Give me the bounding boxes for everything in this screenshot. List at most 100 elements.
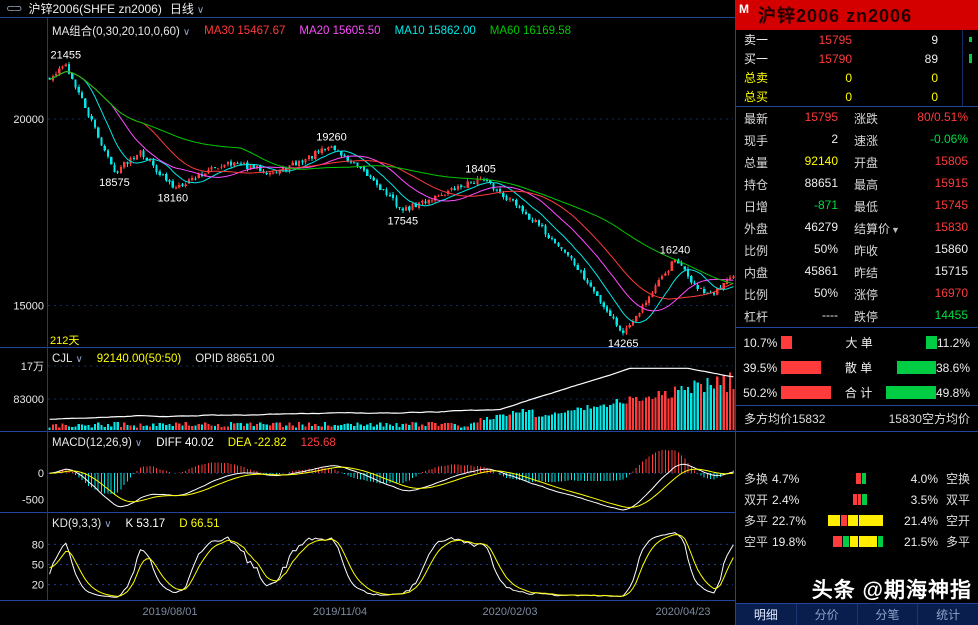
tab-2[interactable]: 分价 bbox=[797, 604, 858, 625]
svg-text:20: 20 bbox=[32, 580, 44, 592]
quote-contract-title: 沪锌2006 zn2006 bbox=[758, 6, 913, 26]
kd-value: K 53.17 bbox=[125, 518, 166, 530]
trade-stat-row: 10.7% 大 单 11.2% bbox=[736, 330, 978, 355]
window-icon[interactable]: ⊂⊃ bbox=[6, 3, 23, 15]
quote-value: 15830 bbox=[934, 219, 968, 234]
svg-text:18160: 18160 bbox=[158, 193, 189, 205]
kline-panel: 20000 15000 21455 18575 18160 19260 17545 18405… bbox=[0, 18, 735, 348]
ob-qty: 0 bbox=[931, 70, 938, 85]
quote-label: 外盘 bbox=[744, 221, 769, 236]
short-pct: 49.8% bbox=[935, 385, 971, 400]
cjl-indicator-row: CJL ∨ 92140.00(50:50) OPID 88651.00 bbox=[52, 353, 274, 365]
quote-value: 16970 bbox=[934, 285, 968, 300]
kline-chart[interactable]: 20000 15000 21455 18575 18160 19260 17545 18405… bbox=[0, 18, 735, 348]
quote-label: 持仓 bbox=[744, 177, 769, 192]
cjl-value: OPID 88651.00 bbox=[195, 353, 275, 365]
volume-chart[interactable]: 17万 83000 bbox=[0, 348, 735, 432]
cjl-indicator-selector[interactable]: CJL ∨ bbox=[52, 353, 83, 365]
svg-text:80: 80 bbox=[32, 539, 44, 551]
ma-settings-selector[interactable]: MA组合(0,30,20,10,0,60) ∨ bbox=[52, 26, 191, 38]
ma-value: MA20 15605.50 bbox=[299, 25, 381, 37]
pos-right-bar bbox=[858, 515, 901, 526]
ob-qty: 9 bbox=[931, 32, 938, 47]
macd-indicator-selector[interactable]: MACD(12,26,9) ∨ bbox=[52, 437, 143, 449]
short-avg-price: 15830空方均价 bbox=[888, 412, 970, 426]
kd-panel: 80 50 20 KD(9,3,3) ∨ K 53.17 D 66.51 bbox=[0, 513, 735, 601]
kd-indicator-selector[interactable]: KD(9,3,3) ∨ bbox=[52, 518, 112, 530]
pos-right-label: 多平 bbox=[945, 535, 970, 549]
pos-right-label: 双平 bbox=[945, 493, 970, 507]
long-pct: 39.5% bbox=[743, 360, 778, 375]
chevron-down-icon: ∨ bbox=[104, 519, 112, 530]
pos-right-bar bbox=[858, 536, 901, 547]
time-axis: 2019/08/01 2019/11/04 2020/02/03 2020/04/23 bbox=[0, 601, 735, 625]
ob-label: 卖一 bbox=[744, 33, 769, 47]
quote-value: 50% bbox=[813, 241, 838, 256]
pos-left-label: 双开 bbox=[744, 493, 769, 507]
quote-value: ---- bbox=[822, 307, 838, 322]
tab-3[interactable]: 分笔 bbox=[858, 604, 919, 625]
macd-value: 125.68 bbox=[300, 437, 336, 449]
quote-label: 比例 bbox=[744, 287, 769, 302]
trade-size-stats: 10.7% 大 单 11.2% 39.5% 散 单 38.6% 50.2% 合 计 49.8% bbox=[736, 328, 978, 406]
quote-row: 比例 50% 涨停 16970 bbox=[736, 283, 978, 305]
kd-chart[interactable]: 80 50 20 bbox=[0, 513, 735, 601]
order-book-row[interactable]: 买一 15790 89 bbox=[736, 49, 978, 68]
svg-text:83000: 83000 bbox=[13, 394, 44, 406]
quote-value: -871 bbox=[813, 197, 838, 212]
macd-value: DIFF 40.02 bbox=[156, 437, 214, 449]
quote-label: 最低 bbox=[854, 199, 879, 214]
tab-1[interactable]: 明细 bbox=[736, 604, 797, 625]
svg-text:19260: 19260 bbox=[316, 132, 347, 144]
tab-4[interactable]: 统计 bbox=[936, 608, 961, 622]
long-pct: 50.2% bbox=[743, 385, 778, 400]
chevron-down-icon[interactable]: ▼ bbox=[891, 224, 900, 235]
svg-text:14265: 14265 bbox=[608, 338, 639, 348]
kd-indicator-row: KD(9,3,3) ∨ K 53.17 D 66.51 bbox=[52, 518, 219, 530]
ma-values: MA30 15467.67 MA20 15605.50 MA10 15862.00 M… bbox=[204, 25, 571, 37]
macd-chart[interactable]: 0 -500 bbox=[0, 432, 735, 513]
pos-right-value: 4.0% bbox=[910, 471, 938, 486]
quote-row: 外盘 46279 结算价▼ 15830 bbox=[736, 217, 978, 239]
short-bar bbox=[881, 361, 936, 374]
quote-panel: M 沪锌2006 zn2006 卖一 15795 9 买一 15790 89 总卖 0 0 总买 0… bbox=[735, 0, 978, 625]
position-stat-row: 双开 2.4% 3.5% 双平 bbox=[736, 489, 978, 510]
quote-value: 88651 bbox=[804, 175, 838, 190]
quote-row: 最新 15795 涨跌 80/0.51% bbox=[736, 107, 978, 129]
pos-left-value: 22.7% bbox=[772, 513, 807, 528]
trade-stat-label: 合 计 bbox=[844, 386, 873, 400]
quote-row: 内盘 45861 昨结 15715 bbox=[736, 261, 978, 283]
position-stat-row: 多平 22.7% 21.4% 空开 bbox=[736, 510, 978, 531]
ob-price: 0 bbox=[845, 70, 852, 85]
quote-label[interactable]: 结算价▼ bbox=[854, 221, 900, 236]
ob-qty: 0 bbox=[931, 89, 938, 104]
ob-depth-bar bbox=[962, 68, 978, 87]
macd-value: DEA -22.82 bbox=[227, 437, 287, 449]
ob-price: 15790 bbox=[818, 51, 852, 66]
quote-value: 15915 bbox=[934, 175, 968, 190]
pos-right-label: 空换 bbox=[945, 472, 970, 486]
order-book-row[interactable]: 卖一 15795 9 bbox=[736, 30, 978, 49]
period-selector[interactable]: 日线 ∨ bbox=[169, 2, 205, 16]
quote-value: 15745 bbox=[934, 197, 968, 212]
x-axis-date: 2020/02/03 bbox=[482, 606, 538, 618]
order-book-row[interactable]: 总买 0 0 bbox=[736, 87, 978, 106]
quote-label: 昨结 bbox=[854, 265, 879, 280]
trade-stat-row: 39.5% 散 单 38.6% bbox=[736, 355, 978, 380]
short-bar bbox=[881, 386, 936, 399]
short-pct: 38.6% bbox=[935, 360, 971, 375]
pos-bars bbox=[814, 494, 911, 505]
svg-text:17万: 17万 bbox=[21, 361, 44, 373]
chart-titlebar: ⊂⊃ 沪锌2006(SHFE zn2006) 日线 ∨ bbox=[0, 0, 735, 18]
pos-right-value: 3.5% bbox=[910, 492, 938, 507]
trade-stat-label: 散 单 bbox=[844, 361, 873, 375]
order-book-row[interactable]: 总卖 0 0 bbox=[736, 68, 978, 87]
chevron-down-icon: ∨ bbox=[134, 438, 143, 449]
quote-value: 14455 bbox=[934, 307, 968, 322]
quote-value: 15715 bbox=[934, 263, 968, 278]
long-pct: 10.7% bbox=[743, 335, 778, 350]
quote-row: 比例 50% 昨收 15860 bbox=[736, 239, 978, 261]
quote-label: 跌停 bbox=[854, 309, 879, 324]
quote-value: 15795 bbox=[804, 109, 838, 124]
quote-label: 日增 bbox=[744, 199, 769, 214]
